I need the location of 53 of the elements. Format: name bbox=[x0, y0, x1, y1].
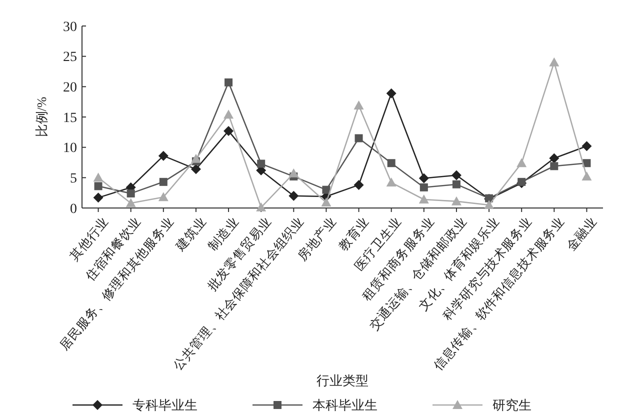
y-tick-label: 0 bbox=[70, 202, 77, 217]
point bbox=[516, 158, 527, 168]
y-tick-label: 20 bbox=[63, 80, 77, 96]
point bbox=[518, 178, 526, 186]
point bbox=[418, 194, 429, 204]
y-tick-label: 5 bbox=[70, 172, 77, 187]
point bbox=[190, 164, 201, 174]
point bbox=[582, 171, 592, 180]
point bbox=[354, 134, 363, 142]
point bbox=[322, 186, 330, 194]
point bbox=[94, 182, 102, 190]
point bbox=[354, 180, 364, 190]
point bbox=[451, 170, 462, 180]
point bbox=[288, 190, 299, 201]
y-tick-label: 10 bbox=[63, 141, 77, 156]
y-axis-title: 比例/% bbox=[34, 96, 49, 138]
x-tick-label: 建筑业 bbox=[172, 214, 209, 254]
x-axis-title: 行业类型 bbox=[316, 373, 368, 388]
legend-label: 专科毕业生 bbox=[132, 398, 198, 413]
point bbox=[354, 100, 364, 110]
point bbox=[257, 160, 266, 168]
point bbox=[126, 189, 135, 198]
point bbox=[126, 198, 136, 208]
y-tick-label: 30 bbox=[63, 20, 77, 35]
point bbox=[321, 198, 332, 207]
point bbox=[158, 150, 168, 161]
point bbox=[224, 110, 234, 119]
point bbox=[224, 126, 234, 136]
point bbox=[549, 153, 560, 164]
point bbox=[452, 180, 460, 188]
point bbox=[387, 159, 396, 168]
y-tick-label: 15 bbox=[63, 110, 77, 126]
point bbox=[159, 178, 168, 186]
point bbox=[420, 183, 428, 192]
point bbox=[484, 200, 494, 209]
point bbox=[418, 173, 429, 184]
point bbox=[549, 57, 560, 66]
point bbox=[288, 168, 299, 178]
point bbox=[451, 196, 462, 206]
legend-label: 本科毕业生 bbox=[312, 398, 378, 413]
point bbox=[550, 162, 558, 170]
y-tick-label: 25 bbox=[63, 50, 77, 66]
point bbox=[224, 78, 233, 86]
point bbox=[93, 172, 104, 182]
legend-label: 研究生 bbox=[492, 398, 532, 413]
x-tick-label: 金融业 bbox=[564, 214, 600, 254]
point bbox=[256, 202, 266, 212]
point bbox=[93, 192, 104, 203]
point bbox=[386, 178, 396, 187]
point bbox=[190, 154, 201, 163]
point bbox=[582, 141, 592, 152]
point bbox=[158, 192, 168, 202]
point bbox=[386, 88, 396, 98]
